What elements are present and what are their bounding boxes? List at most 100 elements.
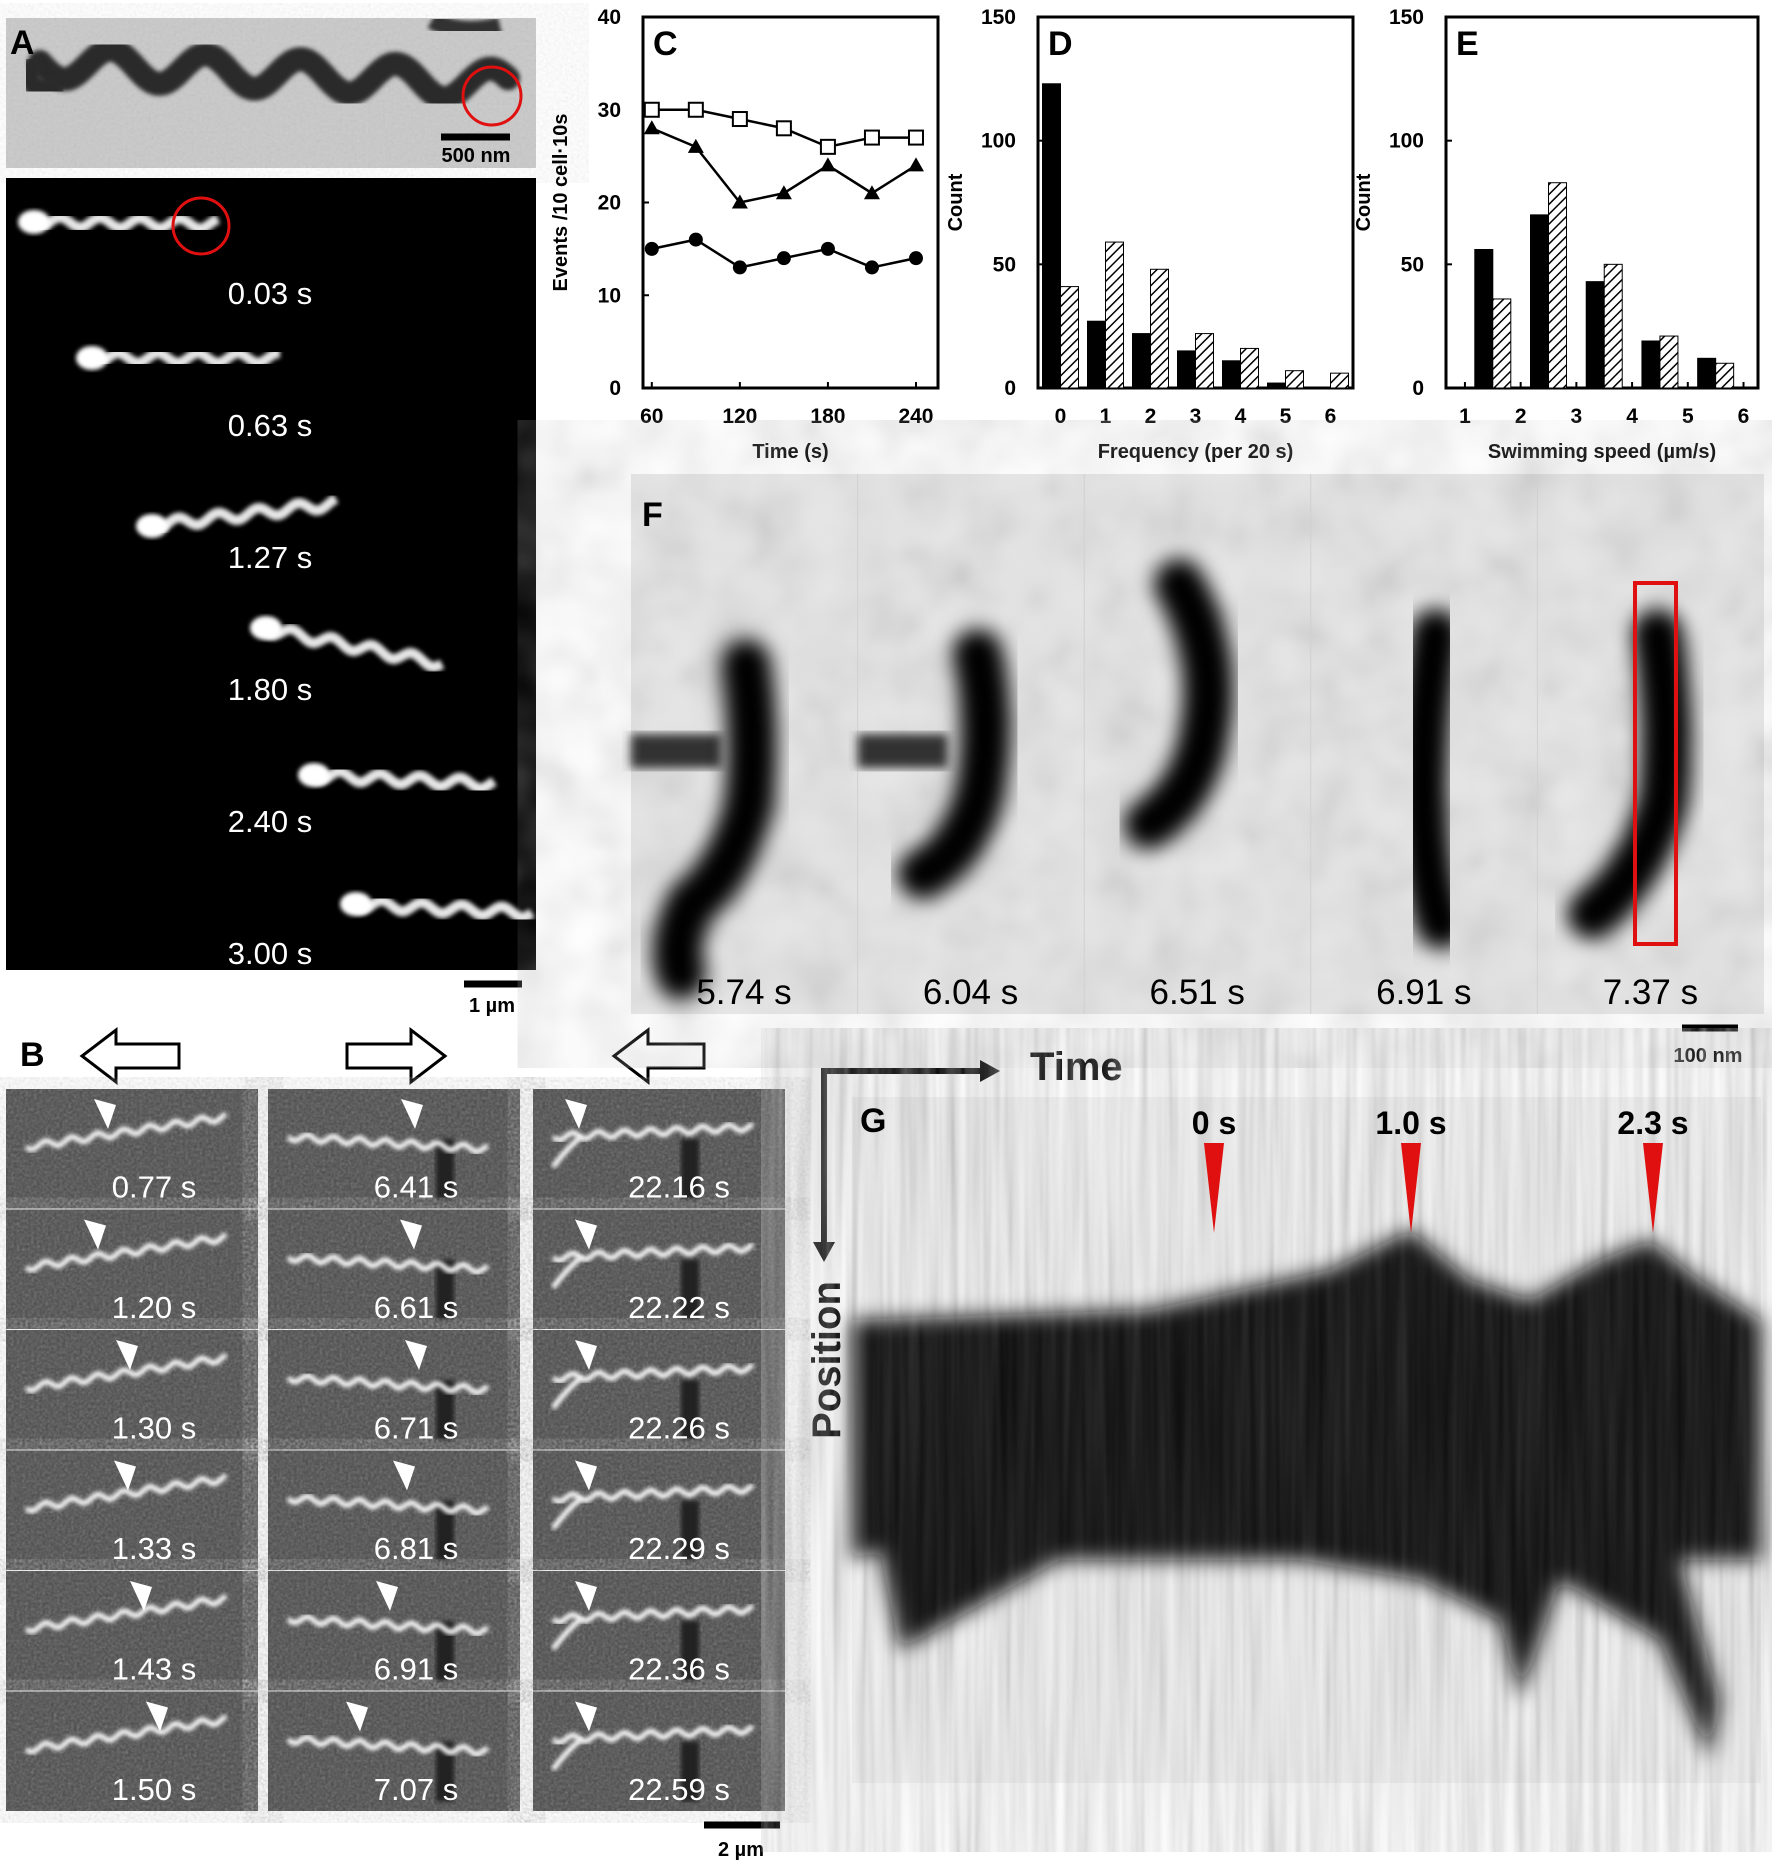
marker [776, 251, 791, 266]
time-marker [1401, 1143, 1421, 1233]
time-label: 0.03 s [228, 276, 312, 311]
fluorescence-image [6, 178, 536, 970]
time-label: 7.37 s [1603, 973, 1698, 1012]
marker [688, 232, 703, 247]
bacterium [24, 1593, 228, 1634]
kink-marker [565, 1099, 587, 1129]
time-label: 1.43 s [112, 1652, 196, 1687]
marker [687, 101, 704, 118]
kink-marker [575, 1581, 597, 1611]
marker [819, 157, 836, 172]
marker [863, 185, 880, 200]
time-marker-label: 0 s [1192, 1105, 1236, 1141]
kink-marker [376, 1581, 398, 1611]
time-label: 22.29 s [628, 1531, 730, 1566]
time-label: 7.07 s [374, 1772, 458, 1807]
time-marker [1643, 1143, 1663, 1233]
microscopy-noise [533, 1691, 785, 1811]
fluorescent-cell [145, 494, 339, 535]
x-tick-label: 2 [1145, 405, 1157, 428]
marker [820, 241, 835, 256]
time-label: 6.91 s [1376, 973, 1471, 1012]
bacterium [24, 1714, 228, 1755]
highlight-box [1633, 581, 1678, 946]
panel-label: F [642, 496, 663, 534]
scale-label: 2 µm [718, 1839, 764, 1861]
marker [731, 194, 748, 209]
x-tick-label: 4 [1626, 405, 1638, 428]
shadow [436, 1380, 454, 1440]
bar [1585, 281, 1605, 389]
x-tick-label: 240 [898, 405, 933, 428]
shadow [681, 1380, 699, 1440]
y-axis-title: Count [1353, 173, 1375, 231]
y-tick-label: 100 [981, 130, 1016, 153]
kink-marker [405, 1340, 427, 1370]
tem-fiber [857, 734, 948, 768]
shadow [681, 1139, 699, 1199]
scale-label: 500 nm [442, 145, 511, 167]
time-label: 2.40 s [228, 804, 312, 839]
panel-label: C [653, 25, 678, 63]
bar [1042, 83, 1061, 389]
time-label: 3.00 s [228, 936, 312, 971]
kink-marker [146, 1701, 168, 1732]
microscopy-noise [6, 1691, 258, 1811]
time-label: 22.22 s [628, 1290, 730, 1325]
x-axis-title: Swimming speed (µm/s) [1488, 441, 1716, 463]
y-axis-title: Count [945, 173, 967, 231]
y-tick-label: 30 [598, 99, 621, 122]
cell-head [250, 616, 282, 640]
y-tick-label: 10 [598, 284, 621, 307]
kink-marker [575, 1219, 597, 1250]
fluorescent-cell [27, 212, 221, 234]
x-tick-label: 4 [1235, 405, 1247, 428]
bacterium-end [551, 1617, 583, 1651]
shadow [681, 1259, 699, 1320]
bar [1641, 340, 1661, 389]
time-label: 1.80 s [228, 672, 312, 707]
bar [1492, 298, 1512, 389]
x-tick-label: 5 [1280, 405, 1292, 428]
time-label: 6.41 s [374, 1170, 458, 1205]
em-neighbor [427, 12, 503, 39]
bacterium [286, 1252, 490, 1275]
x-tick-label: 3 [1571, 405, 1583, 428]
marker [644, 241, 659, 256]
kink-marker [116, 1340, 138, 1370]
bacterium [551, 1362, 755, 1384]
x-tick-label: 2 [1515, 405, 1527, 428]
tem-cell [1567, 609, 1692, 939]
bar [1697, 357, 1717, 389]
panel-label: B [20, 1036, 45, 1074]
marker [732, 260, 747, 275]
bacterium [551, 1483, 755, 1504]
x-tick-label: 1 [1459, 405, 1471, 428]
plot-frame [1036, 15, 1355, 390]
y-tick-label: 150 [1389, 6, 1424, 29]
bacterium [286, 1373, 490, 1396]
y-tick-label: 20 [598, 192, 621, 215]
y-axis-title: Events /10 cell·10s [550, 114, 572, 292]
x-tick-label: 0 [1055, 405, 1067, 428]
microscopy-noise [6, 1571, 258, 1691]
kink-marker [400, 1219, 422, 1250]
bacterium [24, 1111, 228, 1152]
x-axis-title: Time (s) [752, 441, 828, 463]
plot-frame [641, 15, 940, 390]
time-label: 1.33 s [112, 1531, 196, 1566]
bacterium [24, 1352, 228, 1393]
bacterium-end [551, 1376, 583, 1410]
kink-marker [393, 1460, 415, 1491]
cell-head [136, 514, 168, 538]
bacterium-end [551, 1496, 583, 1531]
bar [1132, 333, 1151, 389]
bar [1603, 263, 1623, 389]
microscopy-noise [533, 1571, 785, 1691]
cell-head [76, 346, 108, 370]
kink-marker [575, 1340, 597, 1370]
marker [907, 129, 924, 146]
tem-cell [1397, 609, 1466, 949]
kink-marker [130, 1581, 152, 1611]
bacterium-end [551, 1255, 583, 1290]
